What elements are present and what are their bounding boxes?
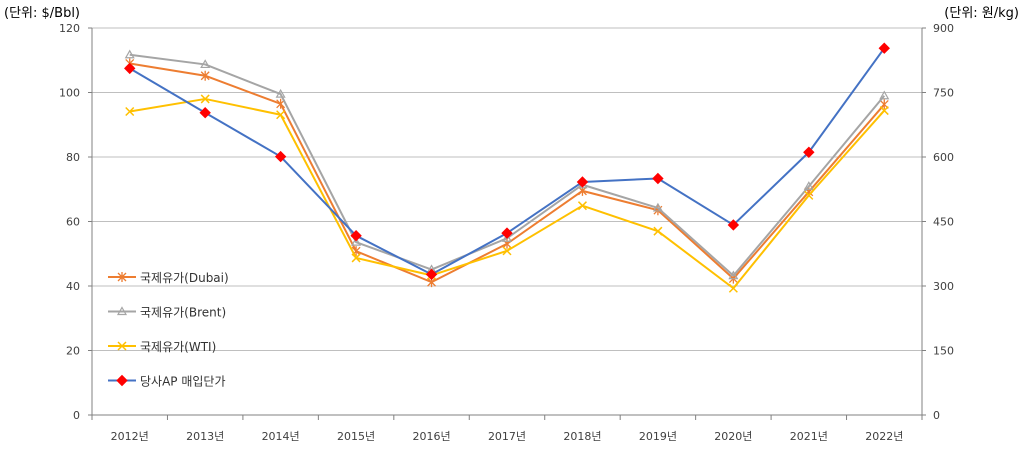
data-point xyxy=(200,59,211,69)
legend-label: 당사AP 매입단가 xyxy=(140,375,226,389)
data-point xyxy=(351,236,362,246)
data-point xyxy=(727,219,740,231)
right-tick-label: 150 xyxy=(933,345,954,358)
gridlines xyxy=(92,27,922,351)
legend-entry: 국제유가(Brent) xyxy=(108,306,226,320)
x-tick-label: 2021년 xyxy=(790,430,828,443)
axes xyxy=(88,27,926,420)
right-tick-label: 750 xyxy=(933,87,954,100)
data-point xyxy=(275,88,286,98)
data-point xyxy=(879,90,890,100)
series-line xyxy=(129,97,886,290)
left-axis-unit: (단위: $/Bbl) xyxy=(4,6,80,21)
data-point xyxy=(125,106,135,117)
data-point xyxy=(803,181,814,190)
data-point xyxy=(501,233,513,242)
left-tick-label: 0 xyxy=(73,409,80,422)
data-point xyxy=(878,42,890,54)
legend-marker xyxy=(116,374,128,387)
x-tick-label: 2018년 xyxy=(563,430,601,443)
data-point xyxy=(652,202,663,212)
x-tick-label: 2013년 xyxy=(186,430,224,443)
data-point xyxy=(576,176,589,188)
legend-entry: 국제유가(Dubai) xyxy=(108,271,229,285)
legend-label: 국제유가(Brent) xyxy=(140,306,226,320)
left-tick-label: 60 xyxy=(66,216,80,229)
data-point xyxy=(350,229,362,242)
data-point xyxy=(276,110,286,120)
left-axis-ticks: 0 20 40 60 80 100 120 xyxy=(59,22,80,422)
left-tick-label: 100 xyxy=(59,87,80,100)
legend: 국제유가(Dubai) 국제유가(Brent) 국제유가(WTI) 당사AP 매입단가 xyxy=(108,271,229,389)
data-point xyxy=(879,106,889,116)
x-tick-label: 2020년 xyxy=(714,430,752,443)
x-tick-label: 2014년 xyxy=(262,430,300,443)
data-point xyxy=(803,146,815,158)
x-axis-ticks: 2012년 2013년 2014년 2015년 2016년 2017년 2018년 2019년… xyxy=(111,430,904,443)
data-point xyxy=(653,226,663,236)
legend-label: 국제유가(Dubai) xyxy=(140,271,229,285)
data-point xyxy=(351,253,361,263)
legend-marker xyxy=(116,306,128,316)
x-tick-label: 2019년 xyxy=(639,430,677,443)
data-point xyxy=(502,246,512,256)
series-line xyxy=(129,62,886,284)
left-tick-label: 40 xyxy=(66,280,80,293)
right-tick-label: 600 xyxy=(933,151,954,164)
data-point xyxy=(652,172,664,185)
right-tick-label: 900 xyxy=(933,22,954,35)
legend-marker xyxy=(117,341,127,351)
legend-entry: 당사AP 매입단가 xyxy=(108,375,226,389)
x-tick-label: 2016년 xyxy=(412,430,450,443)
legend-entry: 국제유가(WTI) xyxy=(108,340,216,354)
data-point xyxy=(425,268,438,281)
data-point xyxy=(124,49,135,59)
left-tick-label: 80 xyxy=(66,151,80,164)
left-tick-label: 120 xyxy=(59,22,80,35)
series-2 xyxy=(125,94,889,293)
data-point xyxy=(200,94,210,104)
x-tick-label: 2022년 xyxy=(865,430,903,443)
data-point xyxy=(199,107,211,119)
right-tick-label: 450 xyxy=(933,216,954,229)
data-point xyxy=(200,70,210,81)
data-point xyxy=(501,227,513,239)
x-tick-label: 2012년 xyxy=(111,430,149,443)
legend-marker xyxy=(117,272,127,282)
right-axis-unit: (단위: 원/kg) xyxy=(944,6,1019,21)
data-point xyxy=(804,190,814,200)
left-tick-label: 20 xyxy=(66,345,80,358)
right-tick-label: 300 xyxy=(933,280,954,293)
x-tick-label: 2015년 xyxy=(337,430,375,443)
x-tick-label: 2017년 xyxy=(488,430,526,443)
data-point xyxy=(728,283,738,293)
series-lines xyxy=(124,42,890,293)
data-point xyxy=(728,270,739,280)
data-point xyxy=(274,150,287,163)
data-point xyxy=(577,201,587,211)
right-tick-label: 0 xyxy=(933,409,940,422)
data-point xyxy=(124,62,136,75)
legend-label: 국제유가(WTI) xyxy=(140,340,216,354)
right-axis-ticks: 0 150 300 450 600 750 900 xyxy=(933,22,954,422)
series-3 xyxy=(124,42,890,281)
